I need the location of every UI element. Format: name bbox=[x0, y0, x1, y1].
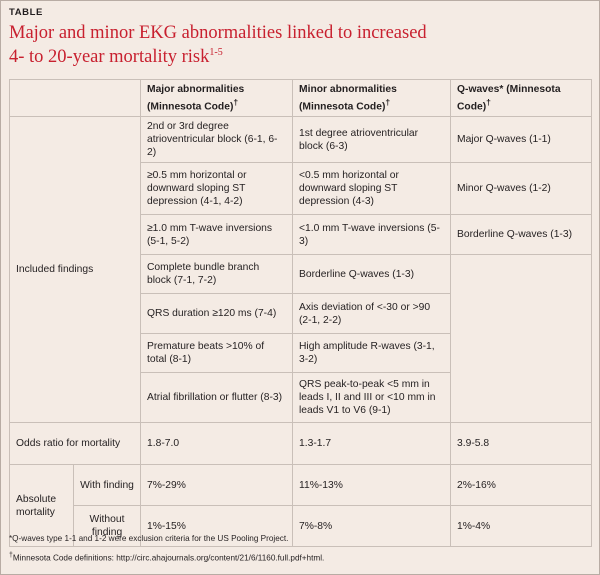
included-findings-label: Included findings bbox=[9, 116, 141, 424]
odds-ratio-row: Odds ratio for mortality 1.8-7.0 1.3-1.7… bbox=[9, 422, 592, 466]
figure-label: TABLE bbox=[9, 7, 43, 18]
header-row: Major abnormalities (Minnesota Code)† Mi… bbox=[9, 78, 592, 118]
odds-ratio-label: Odds ratio for mortality bbox=[9, 422, 141, 466]
minor-finding: QRS peak-to-peak <5 mm in leads I, II an… bbox=[292, 372, 451, 424]
minor-finding: Axis deviation of <-30 or >90 (2-1, 2-2) bbox=[292, 293, 451, 335]
without-finding-label: Without finding bbox=[73, 505, 141, 548]
minor-finding: High amplitude R-waves (3-1, 3-2) bbox=[292, 333, 451, 374]
minor-finding: <1.0 mm T-wave inversions (5-3) bbox=[292, 214, 451, 256]
absolute-without-row: Without finding 1%-15% 7%-8% 1%-4% bbox=[10, 505, 592, 548]
absolute-mortality-label: Absolute mortality bbox=[9, 464, 74, 548]
table-row: Premature beats >10% of total (8-1) High… bbox=[10, 333, 592, 374]
with-major: 7%-29% bbox=[140, 464, 293, 507]
table-row: ≥1.0 mm T-wave inversions (5-1, 5-2) <1.… bbox=[10, 214, 592, 256]
odds-major: 1.8-7.0 bbox=[140, 422, 293, 466]
table-row: ≥0.5 mm horizontal or downward sloping S… bbox=[10, 162, 592, 216]
title-line-2: 4- to 20-year mortality risk bbox=[9, 47, 210, 68]
table-row: QRS duration ≥120 ms (7-4) Axis deviatio… bbox=[10, 293, 592, 335]
footnote-dagger: †Minnesota Code definitions: http://circ… bbox=[9, 552, 325, 563]
without-qwaves: 1%-4% bbox=[450, 505, 592, 548]
footnote-asterisk: *Q-waves type 1-1 and 1-2 were exclusion… bbox=[9, 534, 289, 543]
major-finding: Complete bundle branch block (7-1, 7-2) bbox=[140, 254, 293, 295]
odds-qwaves: 3.9-5.8 bbox=[450, 422, 592, 466]
title-line-1: Major and minor EKG abnormalities linked… bbox=[9, 23, 427, 43]
header-major: Major abnormalities (Minnesota Code)† bbox=[140, 78, 293, 118]
header-corner bbox=[9, 78, 141, 118]
qwave-finding: Borderline Q-waves (1-3) bbox=[450, 214, 592, 256]
with-qwaves: 2%-16% bbox=[450, 464, 592, 507]
major-finding: 2nd or 3rd degree atrioventricular block… bbox=[140, 116, 293, 164]
major-finding: ≥0.5 mm horizontal or downward sloping S… bbox=[140, 162, 293, 216]
qwave-finding: Major Q-waves (1-1) bbox=[450, 116, 592, 164]
minor-finding: <0.5 mm horizontal or downward sloping S… bbox=[292, 162, 451, 216]
without-minor: 7%-8% bbox=[292, 505, 451, 548]
table-title: Major and minor EKG abnormalities linked… bbox=[9, 23, 589, 67]
odds-minor: 1.3-1.7 bbox=[292, 422, 451, 466]
major-finding: ≥1.0 mm T-wave inversions (5-1, 5-2) bbox=[140, 214, 293, 256]
header-qwaves: Q-waves* (Minnesota Code)† bbox=[450, 78, 592, 118]
ekg-table: Major abnormalities (Minnesota Code)† Mi… bbox=[9, 78, 592, 548]
table-container: Major abnormalities (Minnesota Code)† Mi… bbox=[9, 78, 592, 548]
absolute-with-row: Absolute mortality With finding 7%-29% 1… bbox=[9, 464, 592, 548]
minor-finding: 1st degree atrioventricular block (6-3) bbox=[292, 116, 451, 164]
qwave-empty-cell bbox=[450, 254, 592, 424]
major-finding: Atrial fibrillation or flutter (8-3) bbox=[140, 372, 293, 424]
title-superscript: 1-5 bbox=[209, 47, 223, 58]
major-finding: Premature beats >10% of total (8-1) bbox=[140, 333, 293, 374]
minor-finding: Borderline Q-waves (1-3) bbox=[292, 254, 451, 295]
without-major: 1%-15% bbox=[140, 505, 293, 548]
qwave-finding: Minor Q-waves (1-2) bbox=[450, 162, 592, 216]
header-minor: Minor abnormalities (Minnesota Code)† bbox=[292, 78, 451, 118]
with-finding-label: With finding bbox=[73, 464, 141, 507]
table-row: Complete bundle branch block (7-1, 7-2) … bbox=[10, 254, 592, 424]
table-row: Included findings 2nd or 3rd degree atri… bbox=[9, 116, 592, 424]
table-row: Atrial fibrillation or flutter (8-3) QRS… bbox=[10, 372, 592, 424]
with-minor: 11%-13% bbox=[292, 464, 451, 507]
major-finding: QRS duration ≥120 ms (7-4) bbox=[140, 293, 293, 335]
